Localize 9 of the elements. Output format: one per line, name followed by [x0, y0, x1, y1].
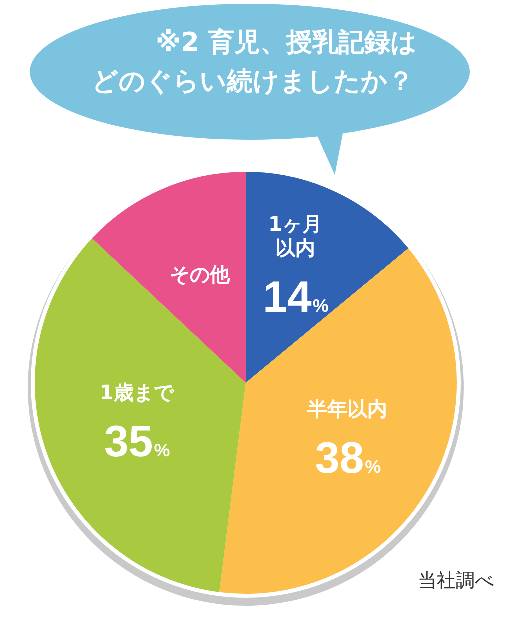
text: 当社調べ — [418, 569, 494, 594]
chart-title: ※2 育児、授乳記録はどのぐらい続けましたか？ — [92, 27, 418, 99]
slice-label: 半年以内 — [306, 397, 388, 422]
data-label: 14% — [262, 272, 329, 322]
data-label: 35% — [104, 417, 170, 466]
slice-label: その他 — [170, 262, 231, 287]
data-label: 38% — [315, 434, 382, 483]
slice-label: 1歳まで — [100, 380, 175, 405]
slice-label: 1ヶ月以内 — [268, 212, 322, 260]
